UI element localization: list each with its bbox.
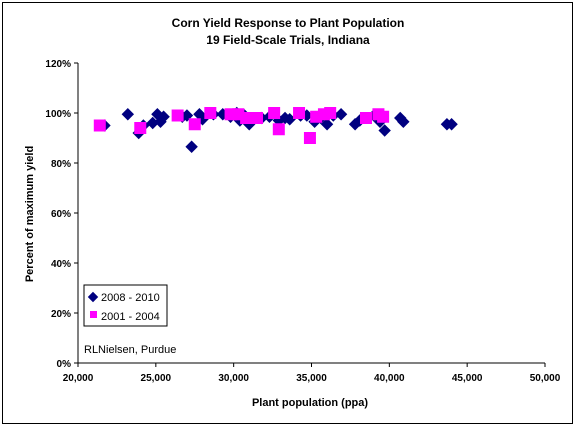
data-point-2008-2010 xyxy=(320,118,334,131)
data-point-2001-2004 xyxy=(188,118,201,131)
data-point-2008-2010 xyxy=(121,108,135,121)
legend: 2008 - 2010 2001 - 2004 xyxy=(83,284,168,327)
tick-labels: 0% 20% 40% 60% 80% 100% 120% 20,000 25,000 30,000… xyxy=(45,59,560,384)
y-axis-label: Percent of maximum yield xyxy=(24,146,36,282)
data-point-2001-2004 xyxy=(171,109,184,122)
chart-subtitle: 19 Field-Scale Trials, Indiana xyxy=(206,33,370,47)
x-tick-label: 30,000 xyxy=(218,373,249,384)
y-tick-label: 60% xyxy=(51,209,71,220)
data-point-2001-2004 xyxy=(268,107,281,119)
y-tick-label: 20% xyxy=(51,309,71,320)
x-tick-label: 45,000 xyxy=(452,373,483,384)
x-tick-label: 50,000 xyxy=(530,373,561,384)
data-point-2001-2004 xyxy=(324,107,337,119)
y-tick-label: 40% xyxy=(51,259,71,270)
legend-square-marker xyxy=(90,311,97,318)
y-tick-label: 0% xyxy=(57,359,72,370)
x-tick-label: 25,000 xyxy=(141,373,172,384)
y-tick-label: 100% xyxy=(45,109,71,120)
data-point-2001-2004 xyxy=(134,122,147,134)
x-tick-label: 40,000 xyxy=(374,373,405,384)
axes xyxy=(74,62,546,367)
data-point-2001-2004 xyxy=(272,123,285,136)
data-point-2001-2004 xyxy=(204,107,217,119)
legend-entry-2001-2004: 2001 - 2004 xyxy=(101,311,160,323)
x-tick-label: 35,000 xyxy=(296,373,327,384)
data-point-2001-2004 xyxy=(377,110,390,123)
data-point-2008-2010 xyxy=(334,108,348,121)
data-point-2001-2004 xyxy=(240,112,253,124)
credit-annotation: RLNielsen, Purdue xyxy=(84,344,176,356)
data-point-2008-2010 xyxy=(378,124,391,137)
data-point-2008-2010 xyxy=(397,115,410,128)
x-axis-label: Plant population (ppa) xyxy=(252,397,368,409)
data-point-2001-2004 xyxy=(251,112,264,124)
chart-title: Corn Yield Response to Plant Population xyxy=(172,16,405,30)
data-point-2001-2004 xyxy=(359,112,372,124)
data-point-2008-2010 xyxy=(445,118,458,131)
data-point-2001-2004 xyxy=(303,132,316,144)
y-tick-label: 120% xyxy=(45,59,71,70)
chart-frame xyxy=(2,2,573,424)
legend-diamond-marker xyxy=(87,291,99,303)
y-tick-label: 80% xyxy=(51,159,71,170)
data-point-2001-2004 xyxy=(293,107,306,119)
data-point-2001-2004 xyxy=(93,119,106,132)
legend-entry-2008-2010: 2008 - 2010 xyxy=(101,292,160,304)
legend-box xyxy=(83,284,168,327)
data-points xyxy=(93,106,458,153)
data-point-2008-2010 xyxy=(185,140,198,153)
data-point-2008-2010 xyxy=(157,110,170,123)
x-tick-label: 20,000 xyxy=(63,373,94,384)
